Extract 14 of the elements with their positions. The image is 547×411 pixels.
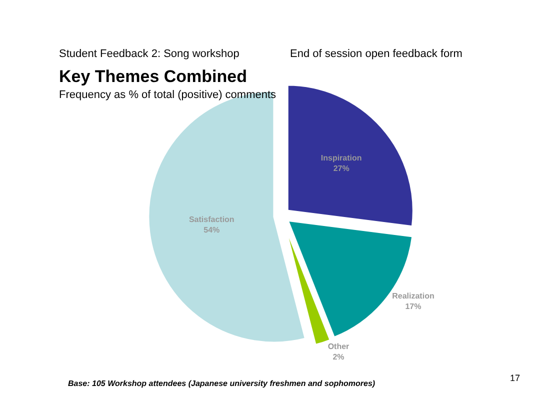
slice-label: Inspiration	[320, 153, 362, 162]
text: 17	[510, 373, 520, 383]
slice-label: Other	[328, 342, 350, 351]
data-label: 2%	[332, 352, 344, 362]
slice-label: Realization	[392, 292, 434, 301]
data-label: 27%	[333, 164, 350, 173]
text: Student Feedback 2: Song workshop	[59, 48, 240, 60]
chart-subtitle: Frequency as % of total (positive) comments	[59, 89, 277, 101]
data-label: 17%	[405, 302, 422, 311]
chart-title: Key Themes Combined	[59, 67, 247, 86]
slice-label: Satisfaction	[188, 214, 234, 224]
text: End of session open feedback form	[290, 48, 462, 60]
data-label: 54%	[204, 225, 220, 234]
text: Base: 105 Workshop attendees (Japanese university freshmen and sophomores)	[68, 379, 376, 388]
